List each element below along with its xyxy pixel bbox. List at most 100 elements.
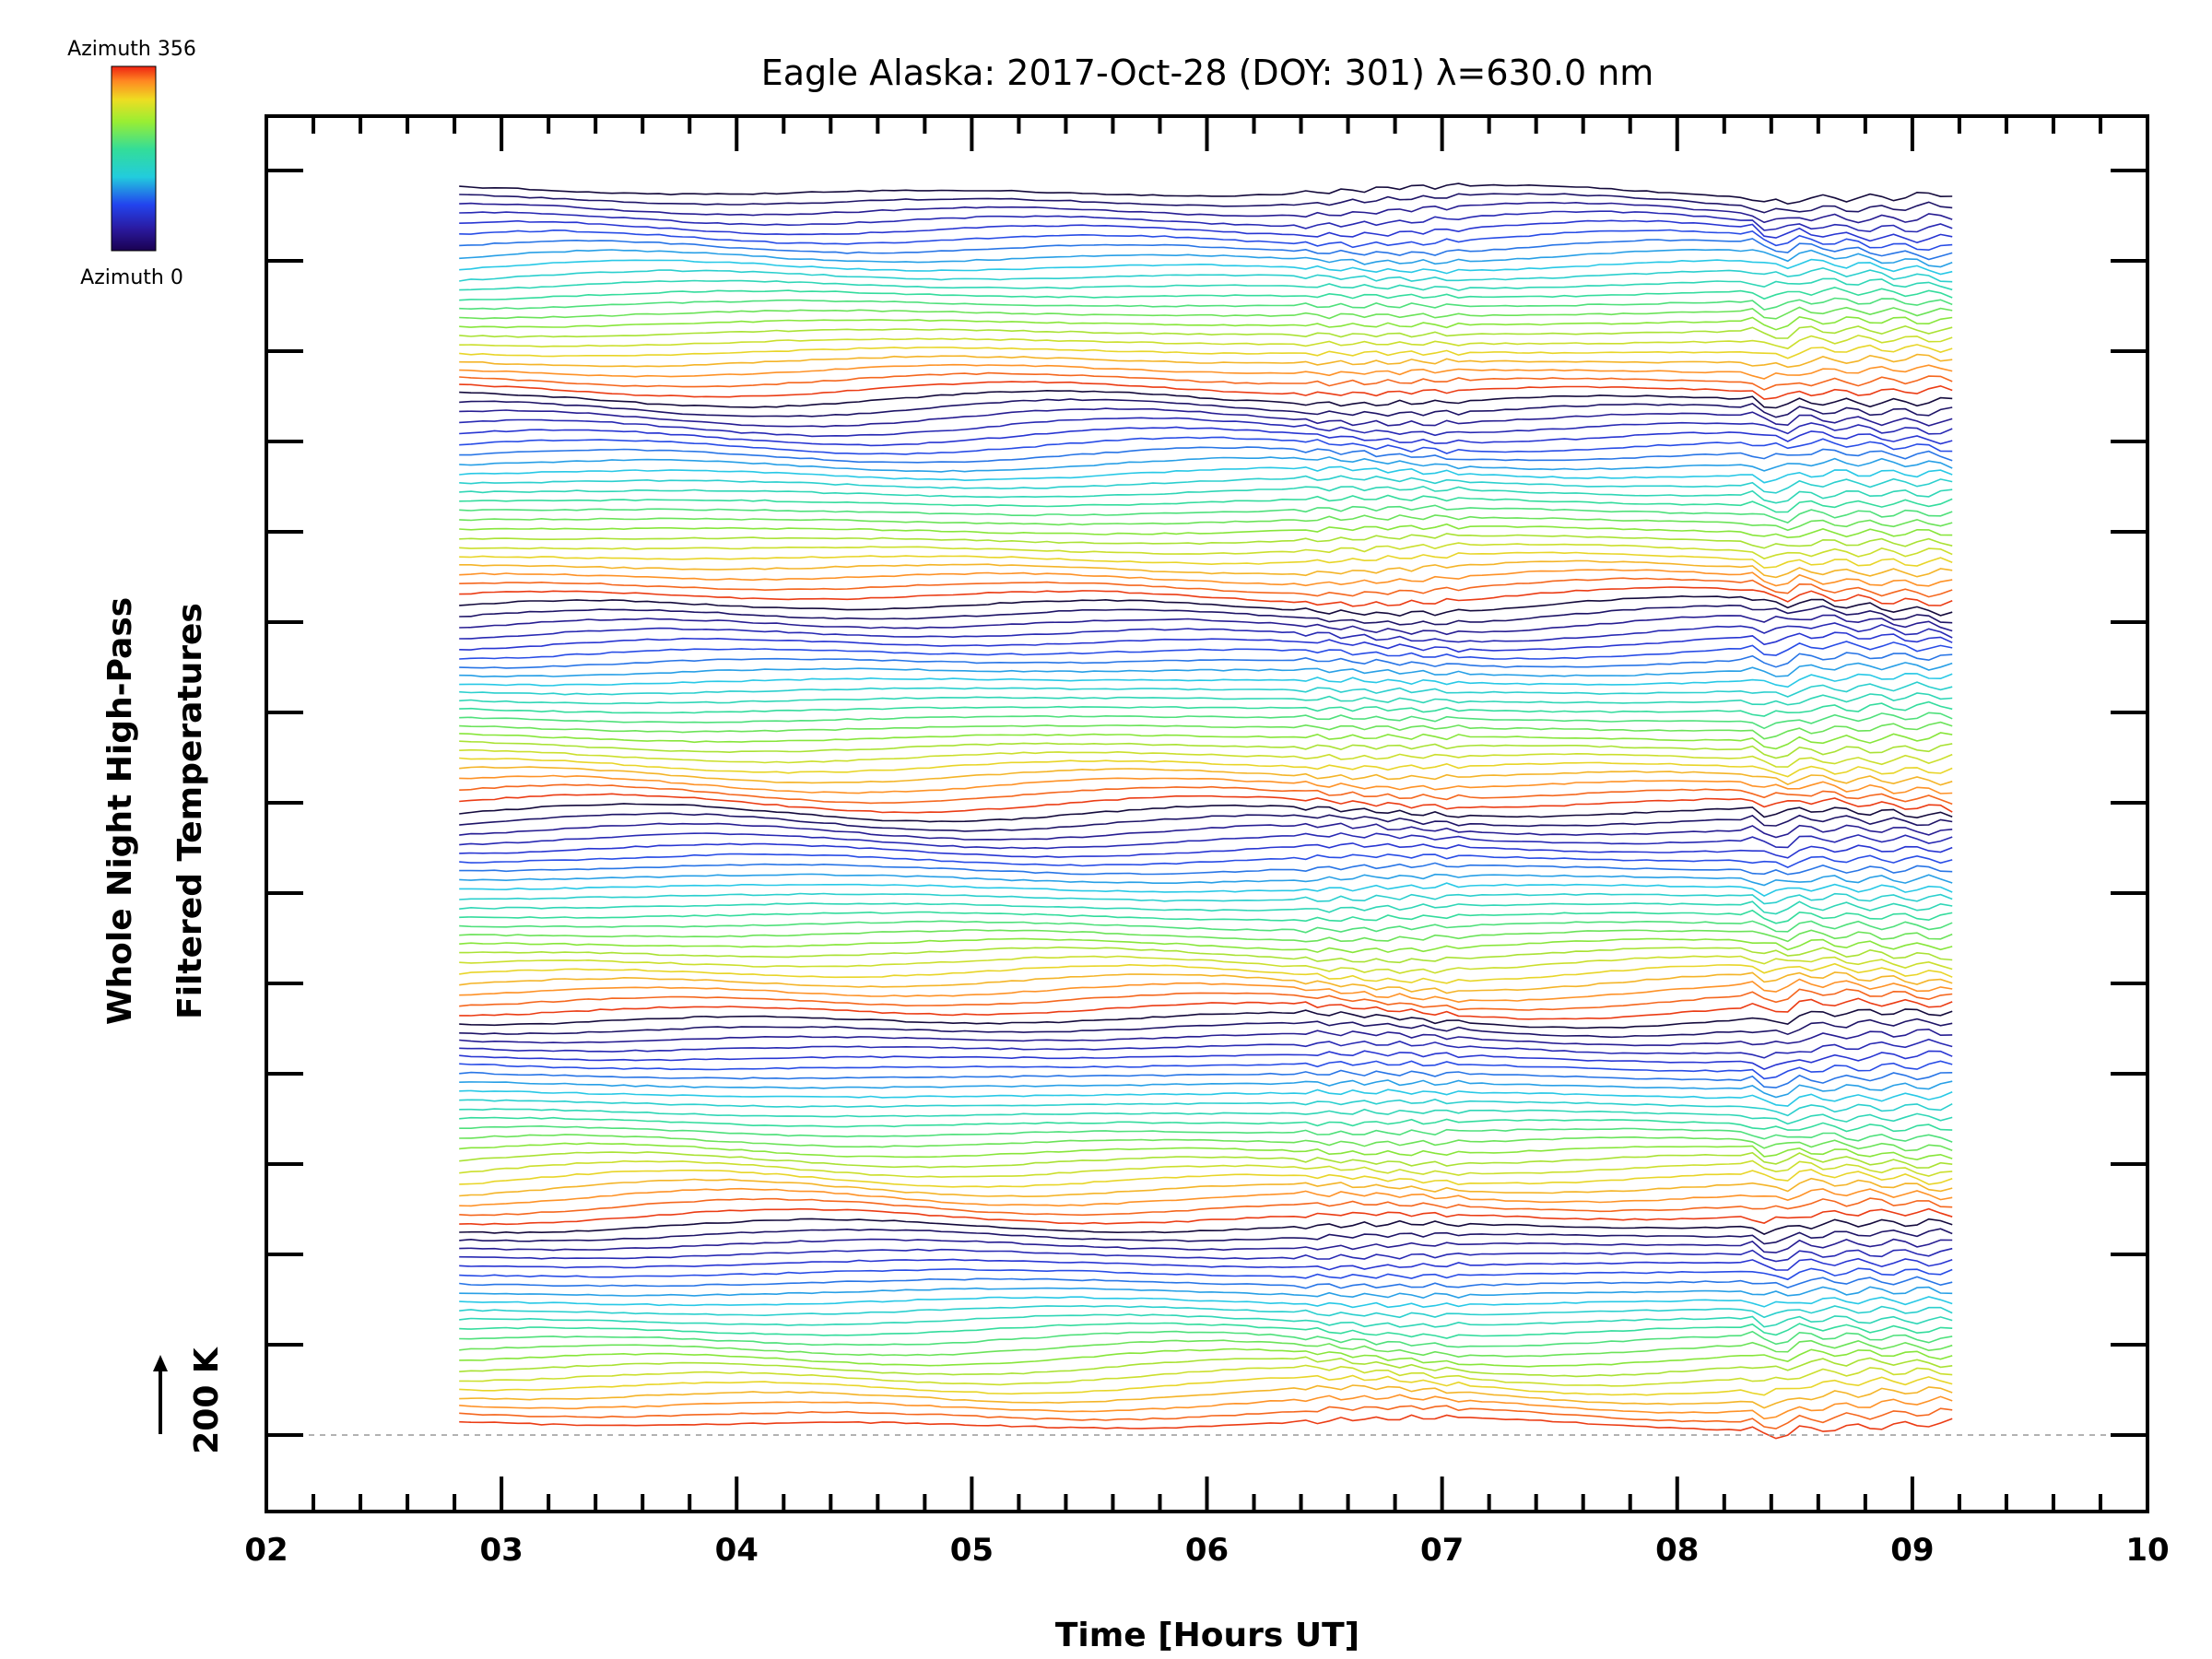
- x-tick-labels: 02 03 04 05 06 07 08 09 10: [244, 1532, 2169, 1569]
- series-line: [459, 542, 1953, 559]
- series-line: [459, 1339, 1953, 1359]
- series-line: [459, 1267, 1953, 1281]
- series-line: [459, 577, 1953, 598]
- series-line: [459, 842, 1953, 859]
- series-line: [459, 219, 1953, 244]
- series-line: [459, 1394, 1953, 1420]
- series-line: [459, 1364, 1953, 1387]
- series-line: [459, 997, 1953, 1020]
- series-line: [459, 937, 1953, 954]
- series-line: [459, 1134, 1953, 1152]
- x-tick-label: 02: [244, 1532, 288, 1569]
- series-line: [459, 1238, 1953, 1253]
- series-line: [459, 1228, 1953, 1245]
- series-line: [459, 1060, 1953, 1080]
- series-line: [459, 946, 1953, 964]
- series-line: [459, 892, 1953, 905]
- series-line: [459, 873, 1953, 887]
- series-line: [459, 853, 1953, 868]
- series-line: [459, 978, 1953, 1004]
- series-line: [459, 774, 1953, 794]
- series-line: [459, 803, 1953, 823]
- series-line: [459, 1384, 1953, 1409]
- series-line: [459, 1405, 1953, 1430]
- series-line: [459, 277, 1953, 291]
- series-line: [459, 371, 1953, 391]
- series-line: [459, 1088, 1953, 1107]
- series-line: [459, 1322, 1953, 1339]
- series-line: [459, 381, 1953, 400]
- colorbar-gradient: [111, 65, 157, 252]
- series-line: [459, 681, 1953, 698]
- series-line: [459, 353, 1953, 369]
- x-tick-label: 07: [1420, 1532, 1464, 1569]
- series-line: [459, 182, 1953, 206]
- series-line: [459, 504, 1953, 524]
- series-line: [459, 1108, 1953, 1125]
- series-line: [459, 604, 1953, 626]
- x-tick-label: 03: [479, 1532, 523, 1569]
- series-line: [459, 732, 1953, 750]
- series-line: [459, 1330, 1953, 1348]
- series-line: [459, 614, 1953, 636]
- series-line: [459, 1247, 1953, 1263]
- series-line: [459, 631, 1953, 653]
- series-line: [459, 692, 1953, 706]
- series-line: [459, 900, 1953, 915]
- series-line: [459, 748, 1953, 768]
- series-line: [459, 465, 1953, 484]
- series-line: [459, 407, 1953, 428]
- series-line: [459, 417, 1953, 438]
- series-line: [459, 514, 1953, 532]
- x-tick-label: 10: [2125, 1532, 2169, 1569]
- series-line: [459, 475, 1953, 494]
- series-line: [459, 229, 1953, 252]
- x-tick-label: 04: [715, 1532, 759, 1569]
- series-line: [459, 1286, 1953, 1300]
- series-line: [459, 594, 1953, 618]
- series-line: [459, 446, 1953, 464]
- series-line: [459, 569, 1953, 587]
- series-line: [459, 363, 1953, 380]
- series-line: [459, 389, 1953, 409]
- axis-ticks: [265, 116, 2149, 1512]
- series-line: [459, 335, 1953, 350]
- series-line: [459, 1296, 1953, 1309]
- series-line: [459, 1414, 1953, 1440]
- series-line: [459, 712, 1953, 730]
- series-line: [459, 551, 1953, 569]
- series-line: [459, 721, 1953, 740]
- series-line: [459, 1313, 1953, 1328]
- series-line: [459, 1018, 1953, 1039]
- series-line: [459, 822, 1953, 841]
- scale-label: 200 K: [188, 1347, 226, 1454]
- series-line: [459, 1079, 1953, 1099]
- chart-title: Eagle Alaska: 2017-Oct-28 (DOY: 301) λ=6…: [761, 53, 1654, 93]
- series-line: [459, 436, 1953, 455]
- series-line: [459, 1187, 1953, 1207]
- series-line: [459, 1218, 1953, 1235]
- series-line: [459, 1374, 1953, 1396]
- series-line: [459, 248, 1953, 268]
- series-line: [459, 929, 1953, 943]
- series-line: [459, 238, 1953, 261]
- x-tick-label: 08: [1655, 1532, 1699, 1569]
- series-line: [459, 757, 1953, 778]
- series-line: [459, 1207, 1953, 1226]
- series-line: [459, 494, 1953, 513]
- series-line: [459, 485, 1953, 504]
- x-tick-label: 05: [950, 1532, 994, 1569]
- series-line: [459, 559, 1953, 579]
- series-line: [459, 1276, 1953, 1289]
- series-line: [459, 324, 1953, 339]
- series-line: [459, 1038, 1953, 1059]
- series-line: [459, 662, 1953, 678]
- series-line: [459, 882, 1953, 898]
- series-line: [459, 344, 1953, 359]
- series-line: [459, 1304, 1953, 1319]
- series-line: [459, 832, 1953, 850]
- scale-arrowhead: [153, 1355, 168, 1371]
- series-line: [459, 193, 1953, 214]
- series-line: [459, 1159, 1953, 1178]
